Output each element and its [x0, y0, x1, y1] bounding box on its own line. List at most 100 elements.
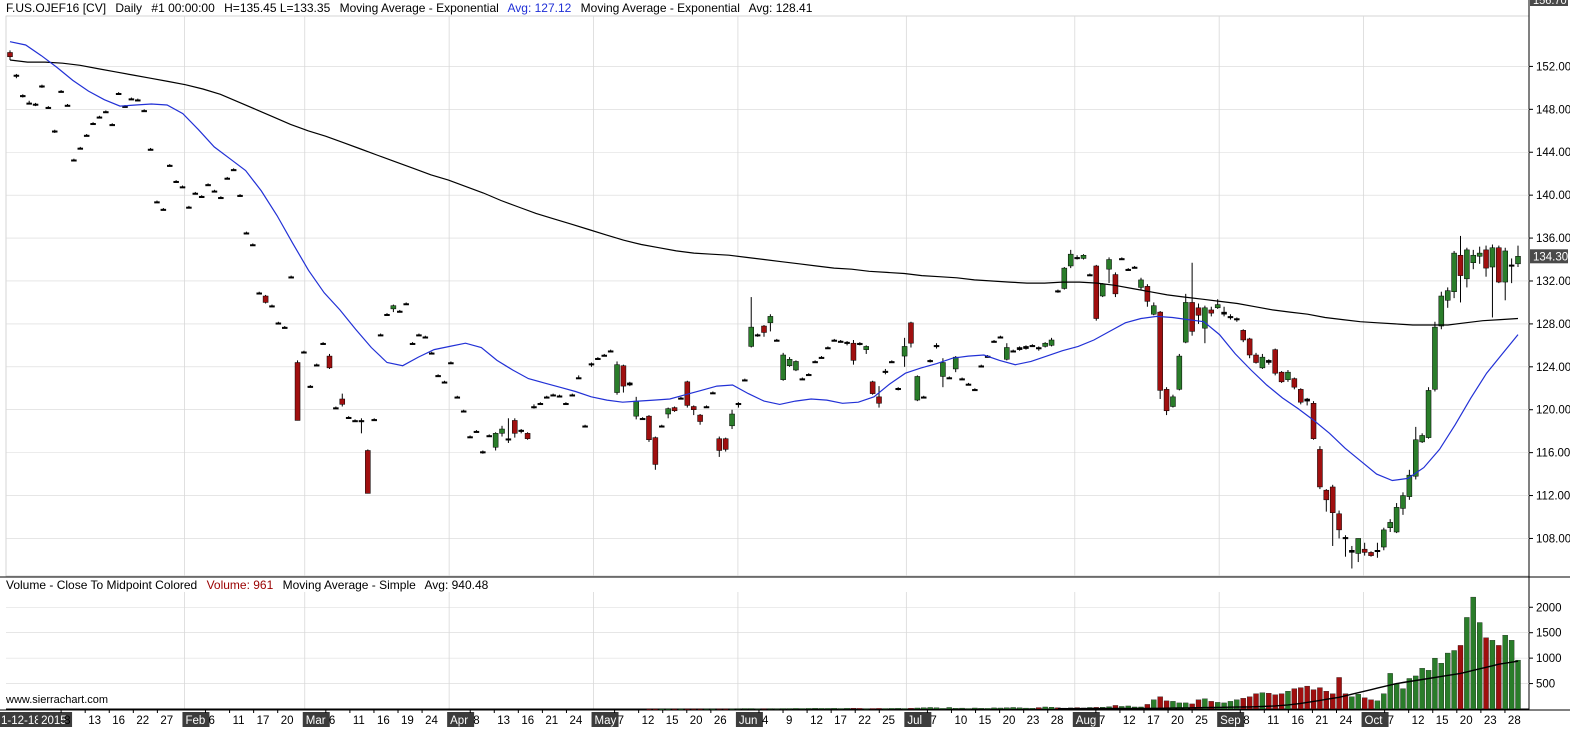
candle-body[interactable]: [166, 164, 173, 167]
volume-bar[interactable]: [1272, 694, 1278, 710]
candle-body[interactable]: [486, 435, 492, 438]
volume-bar[interactable]: [1195, 699, 1202, 710]
volume-bar[interactable]: [1406, 678, 1413, 710]
volume-bar[interactable]: [1445, 652, 1451, 710]
volume-bar[interactable]: [1310, 689, 1317, 710]
volume-bar[interactable]: [857, 708, 863, 710]
candle-body[interactable]: [282, 326, 288, 329]
candle-body[interactable]: [575, 377, 582, 380]
volume-bar[interactable]: [908, 708, 914, 710]
volume-bar[interactable]: [921, 707, 927, 710]
candle-body[interactable]: [825, 347, 831, 350]
candle-body[interactable]: [793, 361, 799, 371]
volume-bar[interactable]: [1432, 657, 1438, 710]
volume-bar[interactable]: [1202, 698, 1208, 710]
candle-body[interactable]: [90, 123, 96, 126]
candle-body[interactable]: [7, 52, 13, 58]
candle-body[interactable]: [313, 364, 320, 367]
candle-body[interactable]: [722, 438, 729, 450]
candle-body[interactable]: [844, 341, 850, 344]
volume-bar[interactable]: [703, 708, 710, 710]
volume-bar[interactable]: [889, 708, 895, 710]
candle-body[interactable]: [863, 346, 869, 350]
candle-body[interactable]: [345, 416, 352, 419]
volume-bar[interactable]: [1016, 707, 1023, 710]
volume-bar[interactable]: [671, 708, 678, 710]
candle-body[interactable]: [1444, 290, 1451, 301]
candle-body[interactable]: [460, 410, 467, 413]
volume-bar[interactable]: [1361, 697, 1368, 710]
candle-body[interactable]: [767, 316, 774, 324]
candle-body[interactable]: [869, 381, 876, 394]
volume-bar[interactable]: [1470, 596, 1476, 710]
candle-body[interactable]: [837, 340, 844, 343]
volume-bar[interactable]: [786, 708, 793, 710]
volume-bar[interactable]: [1036, 707, 1042, 710]
volume-bar[interactable]: [1457, 645, 1464, 710]
volume-bar[interactable]: [754, 708, 761, 710]
candle-body[interactable]: [1246, 338, 1253, 356]
candle-body[interactable]: [1125, 268, 1131, 271]
volume-bar[interactable]: [895, 708, 901, 710]
candle-body[interactable]: [991, 340, 997, 343]
volume-bar[interactable]: [1368, 699, 1374, 710]
candle-body[interactable]: [1419, 435, 1425, 443]
candle-body[interactable]: [1016, 347, 1023, 350]
volume-bar[interactable]: [1496, 645, 1502, 710]
candle-body[interactable]: [71, 159, 77, 162]
candle-body[interactable]: [32, 103, 39, 106]
volume-bar[interactable]: [761, 708, 767, 710]
candle-body[interactable]: [914, 376, 921, 401]
candle-body[interactable]: [416, 334, 422, 337]
volume-bar[interactable]: [1400, 688, 1406, 710]
candle-body[interactable]: [1457, 254, 1464, 276]
candle-body[interactable]: [1285, 371, 1291, 380]
volume-bar[interactable]: [927, 707, 933, 710]
candle-body[interactable]: [218, 197, 224, 200]
candle-body[interactable]: [173, 180, 179, 183]
candle-body[interactable]: [160, 208, 167, 211]
volume-bar[interactable]: [806, 708, 812, 710]
candle-body[interactable]: [940, 362, 946, 377]
candle-body[interactable]: [1393, 507, 1400, 533]
volume-bar[interactable]: [876, 708, 882, 710]
volume-bar[interactable]: [1298, 687, 1304, 710]
candle-body[interactable]: [51, 130, 58, 133]
candle-body[interactable]: [1515, 256, 1521, 265]
candle-body[interactable]: [1221, 311, 1227, 315]
candle-body[interactable]: [882, 370, 889, 373]
candle-body[interactable]: [710, 392, 716, 395]
candle-body[interactable]: [1259, 356, 1266, 369]
candle-body[interactable]: [1004, 347, 1010, 360]
volume-bar[interactable]: [1419, 668, 1425, 710]
volume-bar[interactable]: [723, 708, 729, 710]
candle-body[interactable]: [831, 339, 838, 342]
candle-body[interactable]: [128, 98, 135, 101]
candle-body[interactable]: [729, 413, 735, 427]
candle-body[interactable]: [1106, 259, 1112, 270]
candle-body[interactable]: [358, 420, 365, 423]
candle-body[interactable]: [1189, 302, 1195, 332]
volume-bar[interactable]: [742, 708, 748, 710]
candle-body[interactable]: [1323, 489, 1330, 501]
volume-bar[interactable]: [1336, 677, 1342, 710]
volume-bar[interactable]: [684, 708, 690, 710]
volume-bar[interactable]: [1163, 700, 1170, 710]
candle-body[interactable]: [1208, 309, 1215, 314]
candle-body[interactable]: [620, 365, 627, 387]
candle-body[interactable]: [639, 418, 646, 421]
volume-bar[interactable]: [825, 708, 831, 710]
candle-body[interactable]: [1202, 307, 1208, 329]
candle-body[interactable]: [1361, 548, 1368, 553]
volume-bar[interactable]: [799, 708, 805, 710]
candle-body[interactable]: [563, 403, 569, 406]
candle-body[interactable]: [895, 388, 901, 391]
candle-body[interactable]: [518, 429, 524, 432]
volume-bar[interactable]: [1342, 693, 1349, 710]
candle-body[interactable]: [1336, 513, 1342, 531]
candle-body[interactable]: [371, 419, 377, 422]
candle-body[interactable]: [1119, 258, 1125, 261]
candle-body[interactable]: [1010, 350, 1016, 353]
candle-body[interactable]: [1368, 552, 1374, 556]
